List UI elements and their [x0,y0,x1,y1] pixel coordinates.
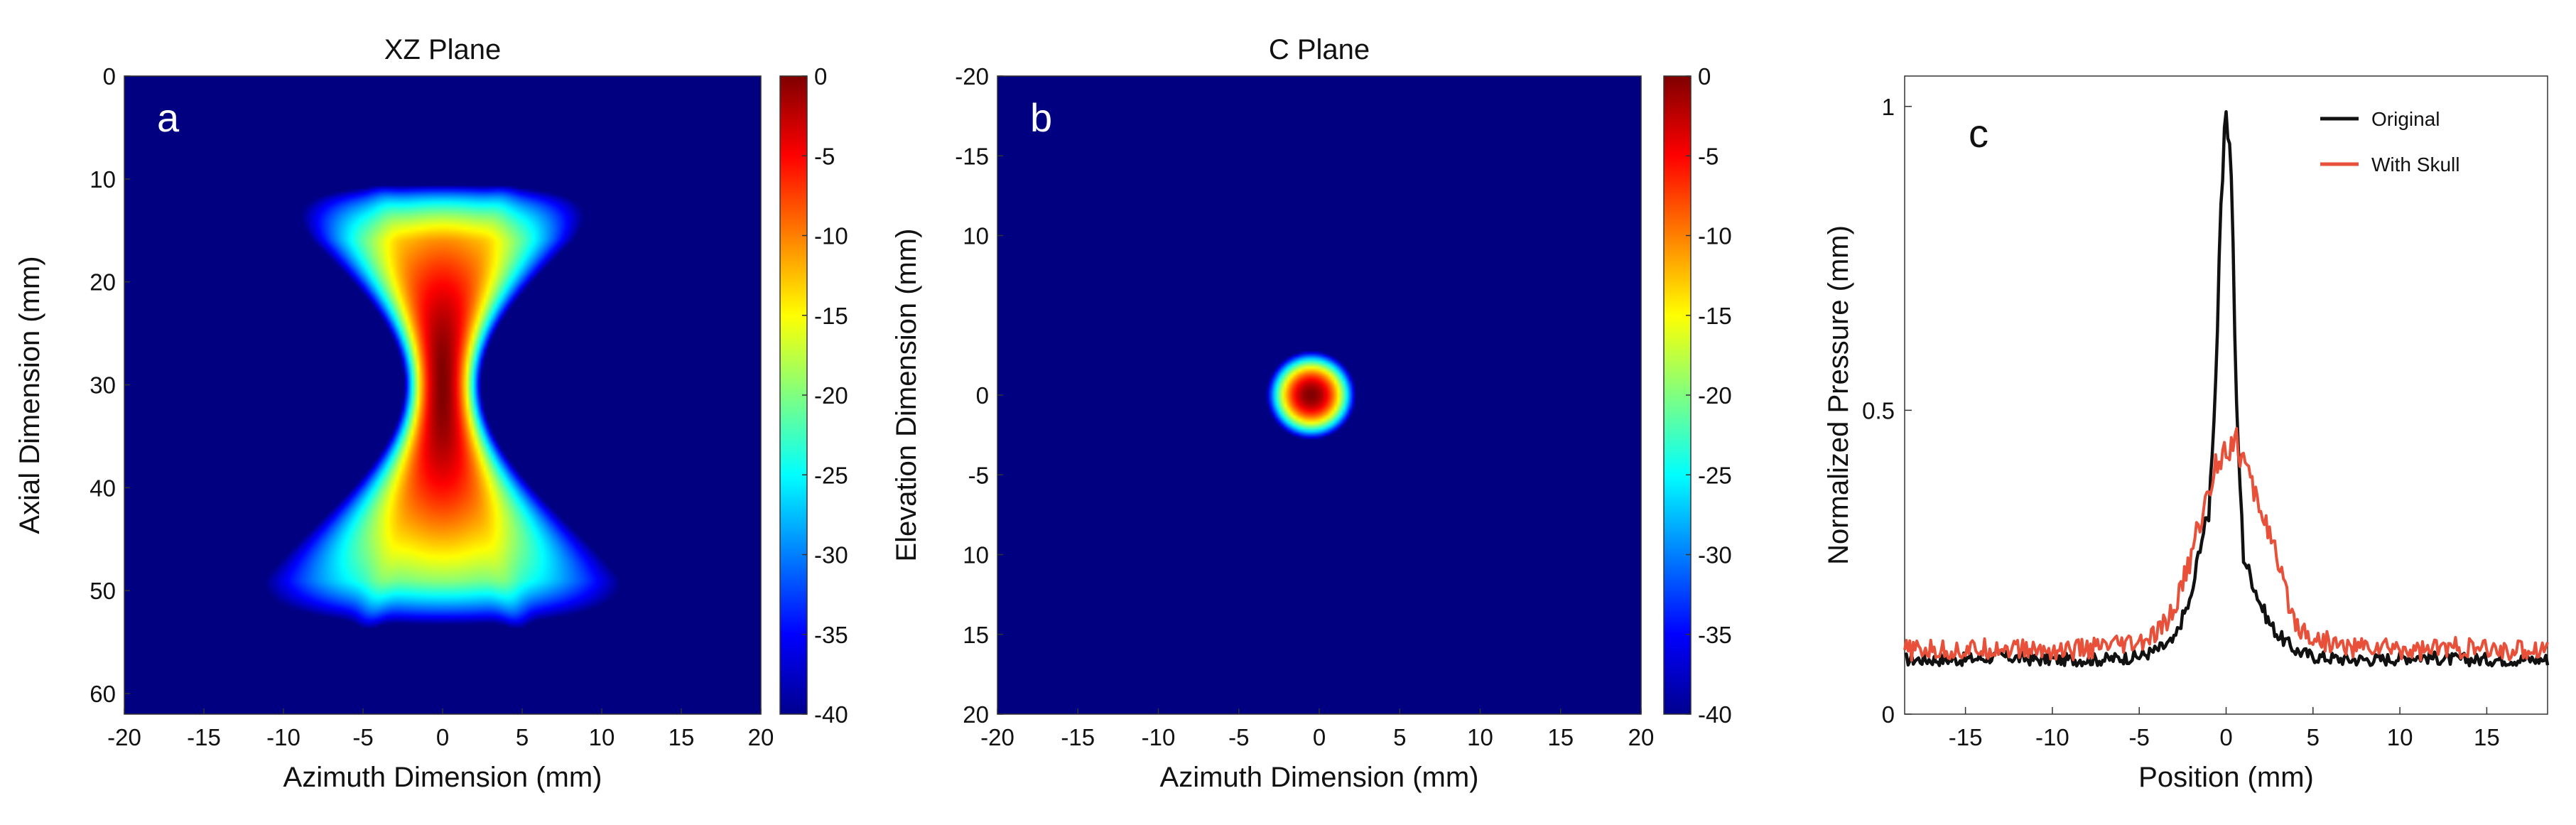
colorbar-tick-label: -40 [814,701,848,728]
series-line-with-skull [1903,426,2549,662]
colorbar-tick-label: -40 [1698,701,1732,728]
series-line-original [1904,109,2550,668]
x-tick-label: 20 [1628,724,1655,750]
y-tick-label: 10 [963,223,989,249]
panel-a: a XZ Plane -20 -15 -10 -5 0 5 10 15 20 0 10 20 30 40 50 6… [14,34,848,793]
x-tick-label: -15 [187,724,221,750]
y-tick-label: 1 [1882,94,1895,120]
y-tick-label: -15 [955,143,989,169]
heatmap-image-b [997,76,1641,714]
y-tick-label: 10 [90,166,116,193]
colorbar-tick-label: -15 [814,303,848,329]
y-tick-label: 60 [90,681,116,707]
y-tick-label: 20 [963,701,989,728]
y-tick-label: 0 [976,382,989,409]
y-tick-label: 40 [90,475,116,501]
x-axis-label-c: Position (mm) [2138,762,2314,793]
x-tick-label: -20 [980,724,1014,750]
x-tick-label: 5 [1393,724,1406,750]
panel-letter-c: c [1969,111,1988,156]
x-tick-label: 15 [2474,724,2500,750]
x-tick-label: -5 [2129,724,2150,750]
colorbar-tick-label: -20 [814,382,848,409]
y-tick-label: 0 [1882,701,1895,728]
y-tick-label: 10 [963,542,989,568]
colorbar-tick-label: -30 [1698,542,1732,568]
colorbar-tick-label: -20 [1698,382,1732,409]
x-tick-label: 10 [589,724,615,750]
x-tick-label: -15 [1949,724,1983,750]
heatmap-image-a [124,76,761,714]
colorbar-tick-label: -10 [1698,223,1732,249]
colorbar-tick-label: -5 [814,143,835,169]
x-tick-label: 20 [748,724,774,750]
x-tick-label: -10 [2035,724,2069,750]
x-tick-label: 5 [2307,724,2320,750]
y-tick-label: 30 [90,372,116,399]
colorbar-tick-label: -35 [1698,622,1732,648]
legend-label: With Skull [2371,153,2459,176]
x-tick-label: 0 [436,724,449,750]
x-tick-label: 15 [1547,724,1574,750]
y-tick-label: 0.5 [1862,397,1895,424]
x-tick-label: 5 [516,724,529,750]
x-tick-label: -15 [1061,724,1095,750]
panel-letter-a: a [157,95,180,140]
plot-frame-c [1904,75,2548,715]
x-tick-label: -5 [352,724,373,750]
x-axis-label-a: Azimuth Dimension (mm) [283,762,602,793]
panel-c: -15 -10 -5 0 5 10 15 0 0.5 1 c Position (mm) Normali… [1823,75,2550,793]
panel-letter-b: b [1030,95,1052,140]
x-tick-label: 0 [2219,724,2232,750]
y-axis-label-a: Axial Dimension (mm) [14,256,45,534]
y-axis-label-b: Elevation Dimension (mm) [891,228,922,561]
colorbar-tick-label: 0 [1698,63,1711,90]
x-tick-label: -5 [1228,724,1249,750]
colorbar-tick-label: -10 [814,223,848,249]
colorbar-tick-label: -15 [1698,303,1732,329]
y-tick-label: 20 [90,269,116,296]
x-tick-label: 10 [1467,724,1493,750]
colorbar-tick-label: 0 [814,63,827,90]
y-tick-label: -20 [955,63,989,90]
x-tick-label: 15 [669,724,695,750]
colorbar-tick-label: -30 [814,542,848,568]
x-tick-label: 10 [2387,724,2413,750]
x-tick-label: -20 [107,724,141,750]
colorbar-tick-label: -25 [1698,462,1732,488]
colorbar-tick-label: -25 [814,462,848,488]
x-axis-label-b: Azimuth Dimension (mm) [1160,762,1479,793]
panel-b: bC Plane-20 -15 -10 -5 0 5 10 15 20-20-1510-5051… [891,34,1732,793]
y-tick-label: -5 [968,462,989,488]
x-tick-label: -10 [266,724,301,750]
y-tick-label: 50 [90,578,116,604]
chart-title-a: XZ Plane [384,34,502,65]
colorbar-tick-label: -5 [1698,143,1719,169]
colorbar-tick-label: -35 [814,622,848,648]
x-tick-label: 0 [1313,724,1326,750]
y-tick-label: 15 [963,622,989,648]
y-tick-label: 5 [976,462,989,488]
x-tick-label: -10 [1142,724,1176,750]
chart-title-b: C Plane [1269,34,1370,65]
y-tick-label: 0 [103,63,116,90]
legend-label: Original [2371,108,2440,130]
y-axis-label-c: Normalized Pressure (mm) [1823,225,1854,565]
